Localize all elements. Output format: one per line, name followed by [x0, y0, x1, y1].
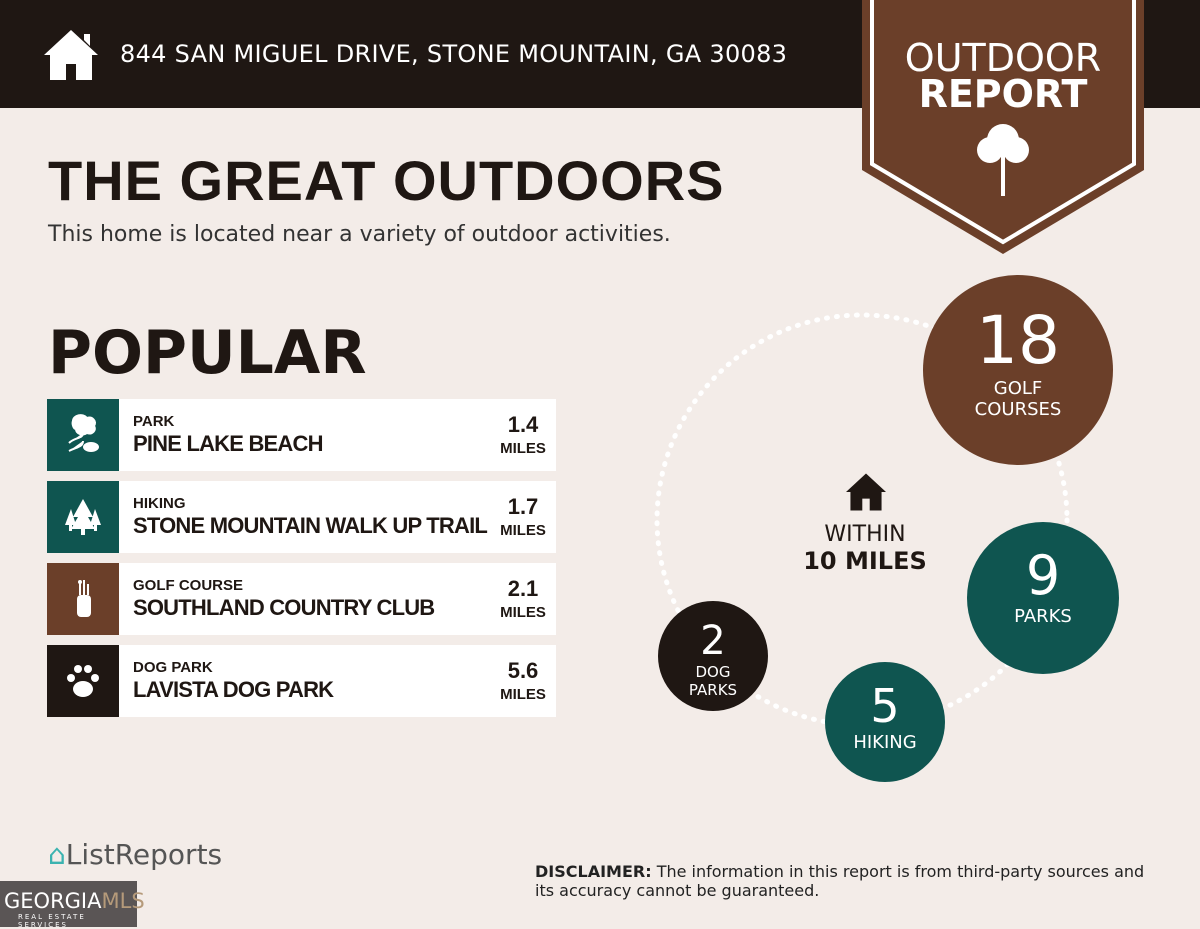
- count-value: 2: [700, 617, 726, 664]
- popular-list-item: DOG PARK LAVISTA DOG PARK 5.6 MILES: [47, 645, 556, 717]
- radius-label: WITHIN 10 MILES: [803, 522, 927, 575]
- item-unit: MILES: [500, 440, 546, 457]
- georgia-mls-logo: GEORGIAMLS REAL ESTATE SERVICES: [0, 881, 145, 929]
- count-circle: 18 GOLF COURSES: [923, 275, 1113, 465]
- disclaimer: DISCLAIMER: The information in this repo…: [535, 862, 1145, 900]
- house-icon: [846, 473, 886, 511]
- item-category: HIKING: [133, 495, 186, 512]
- pine-trees-icon: [47, 481, 119, 553]
- popular-list-item: HIKING STONE MOUNTAIN WALK UP TRAIL 1.7 …: [47, 481, 556, 553]
- item-name: PINE LAKE BEACH: [133, 431, 323, 456]
- page-title: THE GREAT OUTDOORS: [48, 149, 725, 212]
- item-name: SOUTHLAND COUNTRY CLUB: [133, 595, 435, 620]
- item-unit: MILES: [500, 686, 546, 703]
- item-category: PARK: [133, 413, 175, 430]
- count-label: PARKS: [688, 680, 738, 699]
- popular-list-item: PARK PINE LAKE BEACH 1.4 MILES: [47, 399, 556, 471]
- item-distance: 1.4: [507, 412, 539, 437]
- count-value: 5: [870, 679, 900, 734]
- count-circle: 2 DOG PARKS: [658, 601, 768, 711]
- item-unit: MILES: [500, 522, 546, 539]
- count-circle: 5 HIKING: [825, 662, 945, 782]
- item-category: DOG PARK: [133, 659, 213, 676]
- popular-heading: POPULAR: [48, 318, 367, 388]
- item-distance: 2.1: [507, 576, 539, 601]
- house-icon: [44, 30, 98, 80]
- paw-icon: [47, 645, 119, 717]
- count-label: GOLF: [993, 377, 1043, 399]
- popular-list-item: GOLF COURSE SOUTHLAND COUNTRY CLUB 2.1 M…: [47, 563, 556, 635]
- item-name: STONE MOUNTAIN WALK UP TRAIL: [133, 513, 488, 538]
- count-circle: 9 PARKS: [967, 522, 1119, 674]
- item-unit: MILES: [500, 604, 546, 621]
- golf-bag-icon: [47, 563, 119, 635]
- tree-icon: [977, 124, 1029, 196]
- item-category: GOLF COURSE: [133, 577, 244, 594]
- address: 844 SAN MIGUEL DRIVE, STONE MOUNTAIN, GA…: [120, 40, 788, 68]
- park-icon: [47, 399, 119, 471]
- count-label: HIKING: [853, 731, 917, 753]
- item-name: LAVISTA DOG PARK: [133, 677, 334, 702]
- count-label: COURSES: [974, 398, 1062, 420]
- count-label: DOG: [695, 662, 731, 681]
- count-value: 18: [976, 302, 1060, 380]
- subtitle: This home is located near a variety of o…: [48, 222, 671, 247]
- count-label: PARKS: [1014, 605, 1072, 627]
- item-distance: 5.6: [507, 658, 539, 683]
- count-value: 9: [1025, 544, 1061, 608]
- item-distance: 1.7: [507, 494, 539, 519]
- outdoor-report-badge: OUTDOOR REPORT: [862, 0, 1144, 258]
- listreports-logo: ⌂ListReports: [48, 838, 223, 871]
